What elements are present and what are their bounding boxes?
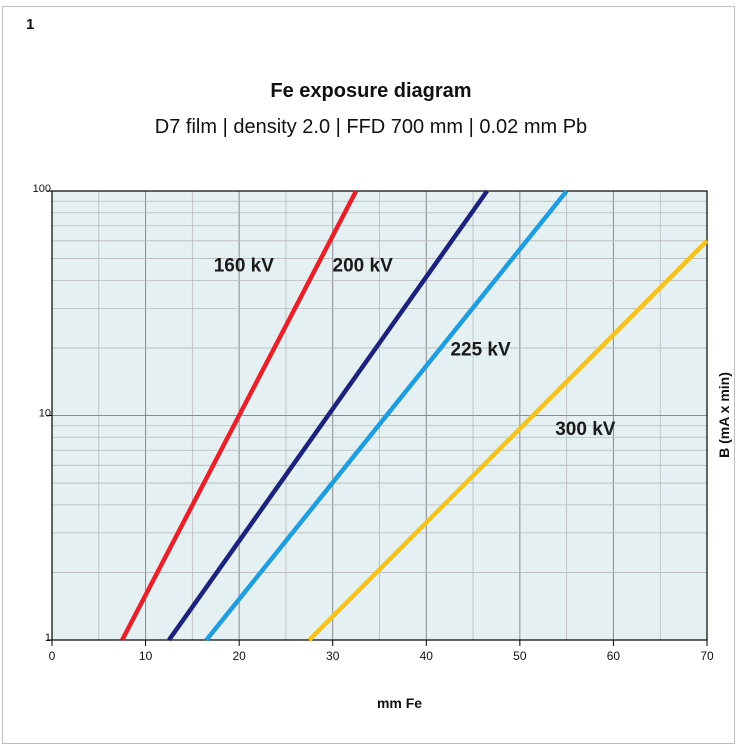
series [120, 189, 709, 642]
series-label-160-kv: 160 kV [214, 256, 275, 277]
x-tick-label: 70 [700, 649, 714, 663]
series-line-225-kv [204, 189, 569, 642]
x-tick-label: 10 [139, 649, 153, 663]
x-axis-label: mm Fe [377, 695, 422, 711]
chart-title: Fe exposure diagram [270, 80, 472, 102]
x-tick-label: 30 [326, 649, 340, 663]
y-tick-label: 100 [33, 183, 51, 195]
y-tick-label: 10 [39, 408, 51, 420]
chart-subtitle: D7 film | density 2.0 | FFD 700 mm | 0.0… [154, 116, 588, 138]
x-tick-label: 0 [49, 649, 56, 663]
x-tick-label: 60 [607, 649, 621, 663]
axes: 0 10 20 30 40 50 60 70 1 10 100 [33, 183, 714, 663]
figure-number: 1 [26, 16, 35, 33]
x-tick-label: 40 [420, 649, 434, 663]
x-tick-label: 20 [232, 649, 246, 663]
y-axis-label: B (mA x min) [716, 372, 732, 458]
series-line-160-kv [120, 189, 359, 642]
series-label-300-kv: 300 kV [555, 419, 616, 440]
series-label-225-kv: 225 kV [450, 339, 511, 360]
x-tick-label: 50 [513, 649, 527, 663]
y-tick-label: 1 [45, 632, 51, 644]
series-labels: 160 kV 200 kV 225 kV 300 kV [214, 256, 616, 440]
series-line-200-kv [167, 189, 489, 642]
series-label-200-kv: 200 kV [333, 256, 394, 277]
series-line-300-kv [307, 239, 709, 642]
